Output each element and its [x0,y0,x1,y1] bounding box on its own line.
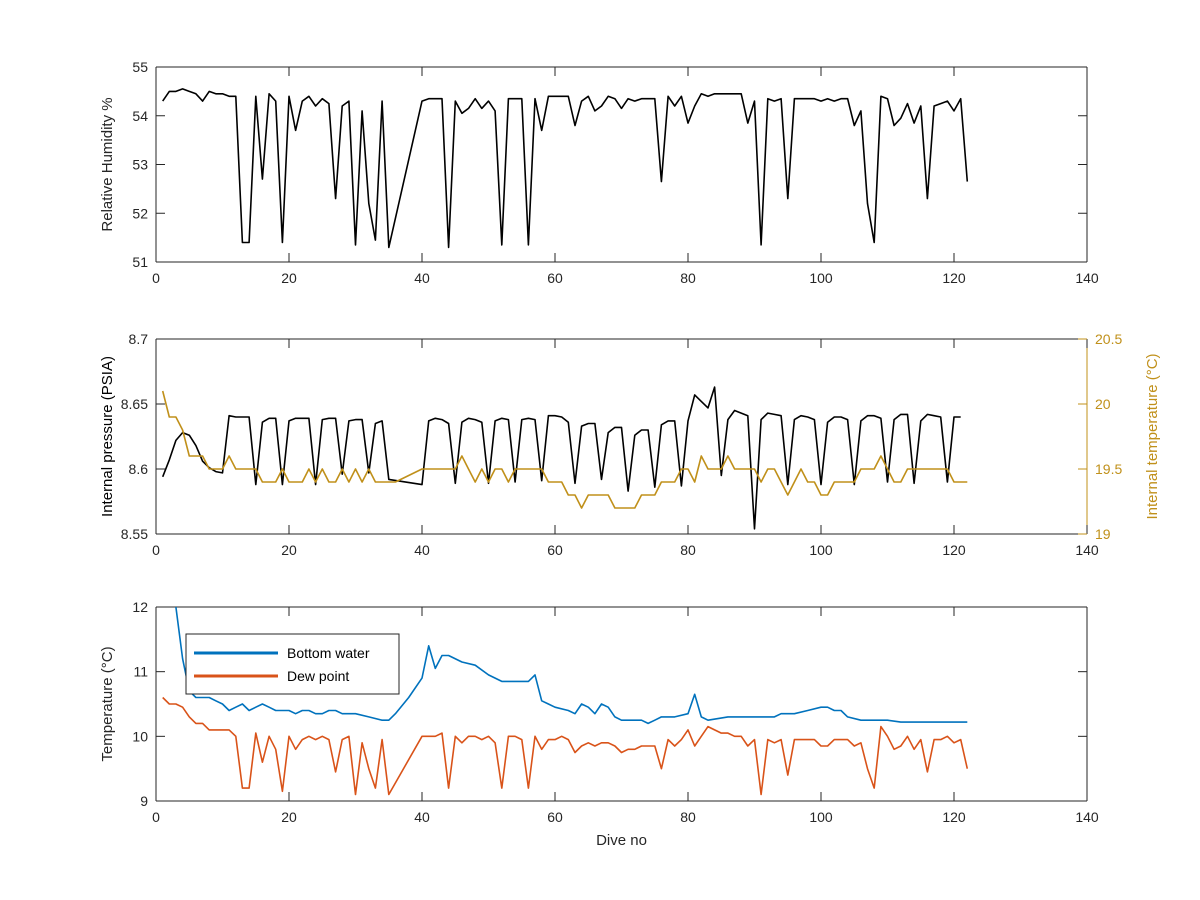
x-tick-label: 20 [281,809,297,825]
series-line-series-1 [162,88,969,249]
y-tick-label: 53 [132,157,148,173]
series-line-series-1 [161,386,961,530]
y2-tick-label: 19 [1095,526,1111,542]
y-tick-label: 8.55 [121,526,148,542]
y-axis-label: Relative Humidity % [99,97,116,231]
y-tick-label: 55 [132,59,148,75]
y-tick-label: 8.6 [129,461,149,477]
x-tick-label: 80 [680,542,696,558]
x-tick-label: 140 [1075,542,1099,558]
y-tick-label: 9 [140,793,148,809]
legend: Bottom water Dew point [185,633,400,695]
y-axis-label: Internal pressure (PSIA) [99,356,116,517]
x-tick-label: 60 [547,542,563,558]
y2-tick-label: 20.5 [1095,331,1122,347]
y2-tick-label: 19.5 [1095,461,1122,477]
chart-panel-2: 0 20 40 60 80 100 120 140 8.55 8.6 8.65 8.7 19 19.5 20… [99,331,1161,558]
y-tick-label: 54 [132,108,148,124]
x-tick-label: 120 [942,809,966,825]
y-tick-label: 12 [132,599,148,615]
y-tick-label: 51 [132,254,148,270]
y2-tick-label: 20 [1095,396,1111,412]
legend-box [185,633,400,695]
x-tick-label: 0 [152,542,160,558]
x-tick-label: 100 [809,270,833,286]
legend-label: Dew point [287,668,349,684]
x-tick-label: 100 [809,809,833,825]
y-tick-label: 8.7 [129,331,149,347]
series-line-series-2 [161,390,968,509]
x-tick-label: 140 [1075,270,1099,286]
y-axis-label: Temperature (°C) [99,646,116,761]
y-tick-label: 8.65 [121,396,148,412]
x-tick-label: 120 [942,270,966,286]
x-tick-label: 40 [414,809,430,825]
x-tick-label: 80 [680,270,696,286]
x-axis-label: Dive no [596,832,647,849]
x-tick-label: 80 [680,809,696,825]
legend-label: Bottom water [287,645,370,661]
chart-panel-3: 0 20 40 60 80 100 120 140 9 10 11 12 Temperature (°C… [99,599,1099,849]
x-tick-label: 100 [809,542,833,558]
series-line-bottom-water [175,607,968,725]
x-tick-label: 140 [1075,809,1099,825]
y-tick-label: 11 [133,664,148,680]
x-tick-label: 40 [414,542,430,558]
chart-panel-1: 0 20 40 60 80 100 120 140 51 52 53 54 55 Relative Hum… [99,59,1099,286]
x-tick-label: 20 [281,542,297,558]
x-tick-label: 0 [152,270,160,286]
x-tick-label: 120 [942,542,966,558]
x-tick-label: 40 [414,270,430,286]
x-tick-label: 60 [547,270,563,286]
y-tick-label: 52 [132,205,148,221]
x-tick-label: 0 [152,809,160,825]
y-tick-label: 10 [132,728,148,744]
x-tick-label: 20 [281,270,297,286]
x-tick-label: 60 [547,809,563,825]
series-line-dew-point [162,696,969,796]
y2-axis-label: Internal temperature (°C) [1144,353,1161,519]
